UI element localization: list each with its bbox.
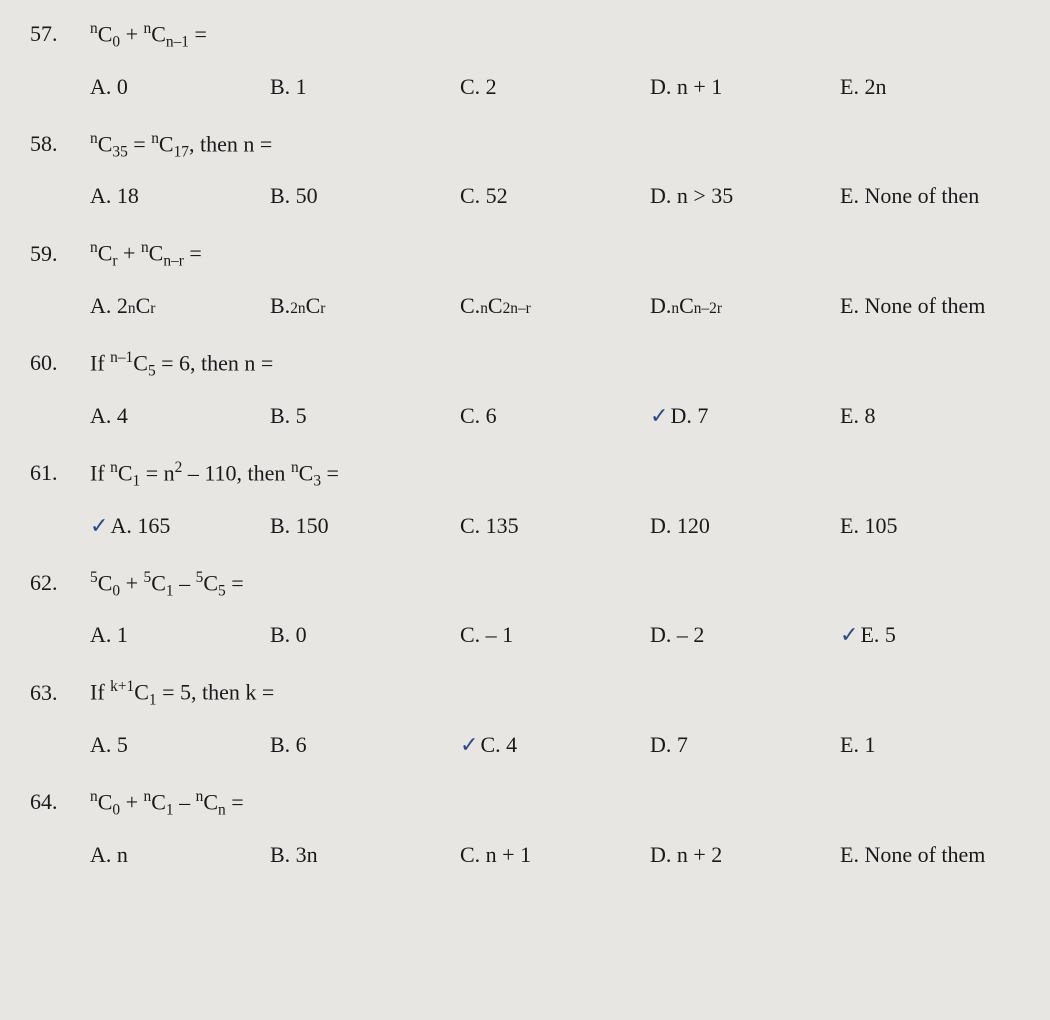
question-number: 58. [30,131,90,157]
pen-mark-icon: ✓ [90,513,110,539]
question-60-line: 60. If n–1C5 = 6, then n = [30,349,1020,381]
question-number: 57. [30,21,90,47]
option-e: E. 105 [840,513,1020,539]
option-c: C. 6 [460,403,650,429]
question-61-line: 61. If nC1 = n2 – 110, then nC3 = [30,459,1020,491]
option-d: D. nCn–2r [650,293,840,319]
question-stem: 5C0 + 5C1 – 5C5 = [90,569,1020,601]
option-a: ✓A. 165 [90,513,270,539]
question-number: 63. [30,680,90,706]
option-c: ✓C. 4 [460,732,650,758]
question-59-line: 59. nCr + nCn–r = [30,239,1020,271]
option-a: A. 2 nCr [90,293,270,319]
question-stem: If nC1 = n2 – 110, then nC3 = [90,459,1020,491]
option-a: A. 4 [90,403,270,429]
option-d: ✓D. 7 [650,403,840,429]
question-number: 62. [30,570,90,596]
question-stem: If n–1C5 = 6, then n = [90,349,1020,381]
option-b: B. 1 [270,74,460,100]
option-b: B. 5 [270,403,460,429]
question-62-options: A. 1 B. 0 C. – 1 D. – 2 ✓E. 5 [90,622,1020,648]
option-d-text: D. 7 [670,403,708,429]
question-58-line: 58. nC35 = nC17, then n = [30,130,1020,162]
option-b: B. 0 [270,622,460,648]
question-stem: nC35 = nC17, then n = [90,130,1020,162]
option-e: E. 2n [840,74,1020,100]
option-c: C. 52 [460,183,650,209]
stem-suffix: , then n = [189,131,272,156]
question-stem: nC0 + nCn–1 = [90,20,1020,52]
question-number: 64. [30,789,90,815]
question-61: 61. If nC1 = n2 – 110, then nC3 = ✓A. 16… [30,459,1020,539]
option-e: E. None of them [840,842,1020,868]
question-57-options: A. 0 B. 1 C. 2 D. n + 1 E. 2n [90,74,1020,100]
question-62: 62. 5C0 + 5C1 – 5C5 = A. 1 B. 0 C. – 1 D… [30,569,1020,649]
question-58-options: A. 18 B. 50 C. 52 D. n > 35 E. None of t… [90,183,1020,209]
option-b: B. 6 [270,732,460,758]
option-d: D. 7 [650,732,840,758]
option-c: C. n + 1 [460,842,650,868]
question-stem: nC0 + nC1 – nCn = [90,788,1020,820]
option-d: D. n > 35 [650,183,840,209]
question-59-options: A. 2 nCr B. 2nCr C. nC2n–r D. nCn–2r E. … [90,293,1020,319]
question-59: 59. nCr + nCn–r = A. 2 nCr B. 2nCr C. nC… [30,239,1020,319]
option-a: A. n [90,842,270,868]
pen-mark-icon: ✓ [460,732,480,758]
question-61-options: ✓A. 165 B. 150 C. 135 D. 120 E. 105 [90,513,1020,539]
option-a: A. 0 [90,74,270,100]
option-a: A. 1 [90,622,270,648]
option-b: B. 3n [270,842,460,868]
option-d: D. n + 2 [650,842,840,868]
question-60-options: A. 4 B. 5 C. 6 ✓D. 7 E. 8 [90,403,1020,429]
pen-mark-icon: ✓ [650,403,670,429]
question-57-line: 57. nC0 + nCn–1 = [30,20,1020,52]
question-number: 59. [30,241,90,267]
question-number: 61. [30,460,90,486]
option-c-text: C. 4 [480,732,517,758]
question-58: 58. nC35 = nC17, then n = A. 18 B. 50 C.… [30,130,1020,210]
option-c: C. 2 [460,74,650,100]
option-a: A. 5 [90,732,270,758]
question-stem: nCr + nCn–r = [90,239,1020,271]
option-b: B. 50 [270,183,460,209]
option-a-text: A. 165 [110,513,170,539]
option-d: D. 120 [650,513,840,539]
option-b: B. 2nCr [270,293,460,319]
question-57: 57. nC0 + nCn–1 = A. 0 B. 1 C. 2 D. n + … [30,20,1020,100]
option-b: B. 150 [270,513,460,539]
question-60: 60. If n–1C5 = 6, then n = A. 4 B. 5 C. … [30,349,1020,429]
option-d: D. n + 1 [650,74,840,100]
option-e: E. None of then [840,183,1020,209]
option-a: A. 18 [90,183,270,209]
question-63: 63. If k+1C1 = 5, then k = A. 5 B. 6 ✓C.… [30,678,1020,758]
option-e: E. 8 [840,403,1020,429]
option-e: ✓E. 5 [840,622,1020,648]
option-c: C. nC2n–r [460,293,650,319]
option-e-text: E. 5 [860,622,895,648]
option-e: E. 1 [840,732,1020,758]
question-64-line: 64. nC0 + nC1 – nCn = [30,788,1020,820]
pen-mark-icon: ✓ [840,622,860,648]
question-63-line: 63. If k+1C1 = 5, then k = [30,678,1020,710]
question-stem: If k+1C1 = 5, then k = [90,678,1020,710]
option-e: E. None of them [840,293,1020,319]
option-c: C. – 1 [460,622,650,648]
option-d: D. – 2 [650,622,840,648]
option-c: C. 135 [460,513,650,539]
question-62-line: 62. 5C0 + 5C1 – 5C5 = [30,569,1020,601]
question-number: 60. [30,350,90,376]
question-64-options: A. n B. 3n C. n + 1 D. n + 2 E. None of … [90,842,1020,868]
question-63-options: A. 5 B. 6 ✓C. 4 D. 7 E. 1 [90,732,1020,758]
question-64: 64. nC0 + nC1 – nCn = A. n B. 3n C. n + … [30,788,1020,868]
